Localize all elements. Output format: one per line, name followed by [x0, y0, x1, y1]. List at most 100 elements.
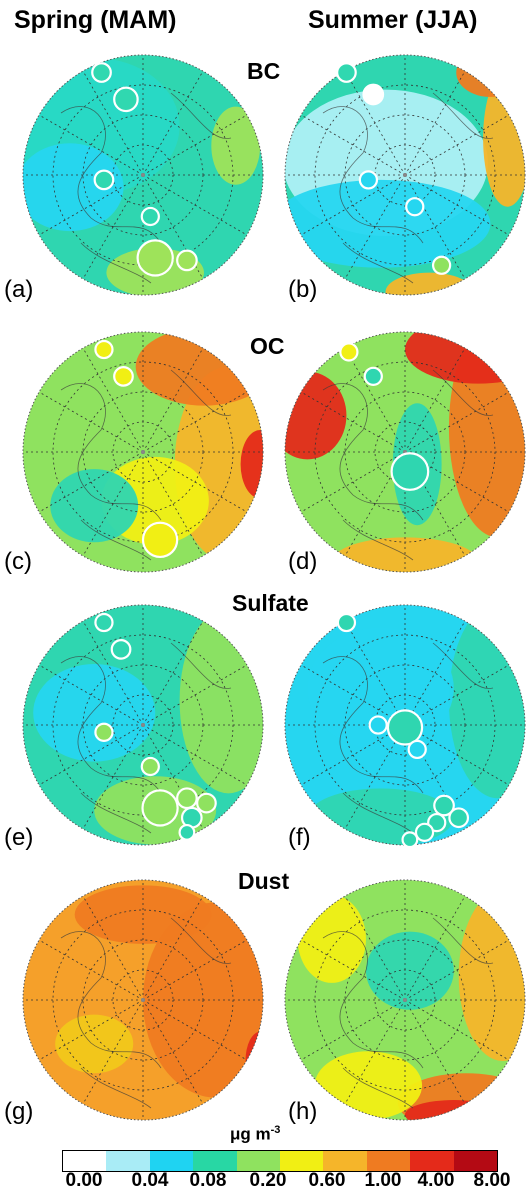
observation-site-marker [91, 62, 112, 83]
map-panel-h [283, 878, 527, 1122]
map-panel-c [21, 330, 265, 574]
longitude-line [142, 451, 248, 513]
longitude-line [142, 391, 248, 453]
map-panel-e [21, 603, 265, 847]
observation-site-marker [113, 365, 134, 387]
concentration-region [23, 143, 124, 232]
observation-site-marker [141, 789, 179, 827]
concentration-region [285, 179, 491, 268]
observation-site-marker [176, 249, 198, 272]
observation-site-marker [401, 831, 419, 847]
row-title-bc: BC [247, 58, 281, 84]
panel-label-h: (h) [288, 1098, 318, 1125]
map-panel-g [21, 878, 265, 1122]
concentration-region [55, 1014, 134, 1074]
observation-site-marker [427, 812, 447, 833]
map-panel-f [283, 603, 527, 847]
north-pole [141, 998, 145, 1002]
north-pole [403, 173, 407, 177]
north-pole [403, 998, 407, 1002]
observation-site-marker [94, 612, 114, 633]
north-pole [141, 723, 145, 727]
observation-site-marker [113, 86, 139, 113]
observation-site-marker [390, 452, 430, 491]
colorbar-tick: 0.20 [249, 1170, 287, 1191]
concentration-region [385, 272, 474, 295]
colorbar-tick: 0.00 [65, 1170, 103, 1191]
map-border [284, 604, 526, 846]
observation-site-marker [336, 612, 357, 633]
observation-site-marker [176, 787, 198, 810]
observation-site-marker [336, 62, 357, 83]
panel-label-f: (f) [288, 824, 311, 851]
colorbar-swatch [63, 1151, 107, 1171]
colorbar-swatch [410, 1151, 454, 1171]
longitude-line [38, 724, 144, 786]
longitude-line [404, 70, 466, 176]
longitude-line [142, 939, 248, 1001]
concentration-region [297, 895, 366, 983]
observation-site-marker [431, 255, 452, 275]
panel-label-g: (g) [4, 1098, 34, 1125]
observation-site-marker [141, 521, 179, 559]
observation-site-marker [178, 823, 196, 841]
longitude-line [142, 114, 248, 176]
longitude-line [38, 999, 144, 1061]
observation-site-marker [407, 739, 427, 760]
concentration-region [211, 106, 261, 185]
colorbar-tick: 0.60 [308, 1170, 346, 1191]
longitude-line [38, 664, 144, 726]
observation-site-marker [362, 83, 385, 106]
colorbar-title: μg m-3 [230, 1124, 280, 1145]
colorbar-swatch [453, 1151, 498, 1171]
colorbar-title-text: μg m [230, 1124, 271, 1144]
colorbar-swatch [280, 1151, 324, 1171]
panel-label-c: (c) [4, 548, 32, 575]
panel-label-a: (a) [4, 276, 34, 303]
longitude-line [344, 70, 406, 176]
longitude-line [82, 70, 144, 176]
longitude-line [38, 174, 144, 236]
panel-label-e: (e) [4, 824, 34, 851]
observation-site-marker [363, 366, 383, 386]
map-panel-b [283, 53, 527, 297]
panel-label-d: (d) [288, 548, 318, 575]
concentration-region [240, 430, 263, 499]
longitude-line [344, 174, 406, 280]
concentration-region [50, 469, 139, 543]
column-title-summer: Summer (JJA) [308, 6, 478, 34]
observation-site-marker [94, 339, 114, 360]
observation-site-marker [196, 792, 217, 814]
row-title-sulfate: Sulfate [232, 590, 309, 616]
observation-site-marker [93, 169, 115, 191]
observation-site-marker [448, 807, 470, 829]
longitude-line [38, 451, 144, 513]
colorbar-swatch [366, 1151, 411, 1171]
colorbar-tick: 0.08 [189, 1170, 227, 1191]
north-pole [141, 173, 145, 177]
column-title-spring: Spring (MAM) [14, 6, 177, 34]
observation-site-marker [368, 715, 388, 735]
row-title-oc: OC [250, 333, 285, 359]
colorbar-swatch [106, 1151, 150, 1171]
north-pole [141, 450, 145, 454]
longitude-line [38, 391, 144, 453]
map-border [22, 604, 264, 846]
map-border [22, 54, 264, 296]
map-panel-d [283, 330, 527, 574]
longitude-line [142, 70, 204, 176]
observation-site-marker [94, 722, 114, 742]
observation-site-marker [140, 206, 160, 227]
map-border [22, 331, 264, 573]
observation-site-marker [110, 638, 132, 660]
observation-site-marker [414, 822, 435, 843]
longitude-line [142, 664, 248, 726]
map-border [284, 331, 526, 573]
observation-site-marker [433, 794, 455, 817]
colorbar-tick: 8.00 [473, 1170, 511, 1191]
colorbar-tick: 4.00 [417, 1170, 455, 1191]
colorbar-swatch [193, 1151, 237, 1171]
map-border [284, 879, 526, 1121]
colorbar-tick: 0.04 [131, 1170, 169, 1191]
colorbar-swatch [323, 1151, 367, 1171]
